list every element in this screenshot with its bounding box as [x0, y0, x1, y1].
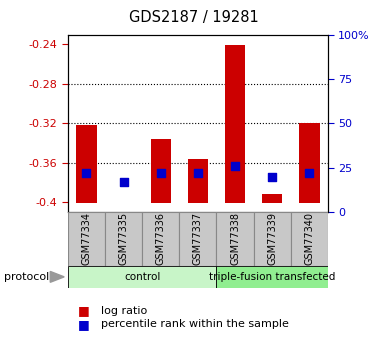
- Text: GSM77339: GSM77339: [267, 213, 277, 265]
- Text: triple-fusion transfected: triple-fusion transfected: [209, 272, 335, 282]
- Text: GSM77340: GSM77340: [304, 213, 314, 265]
- Text: GSM77337: GSM77337: [193, 213, 203, 265]
- Bar: [142, 212, 179, 266]
- Polygon shape: [50, 272, 64, 282]
- Bar: [68, 266, 217, 288]
- Text: GSM77338: GSM77338: [230, 213, 240, 265]
- Text: GSM77334: GSM77334: [81, 213, 92, 265]
- Text: log ratio: log ratio: [101, 306, 147, 315]
- Text: control: control: [124, 272, 160, 282]
- Point: [83, 170, 90, 176]
- Point: [232, 163, 238, 169]
- Bar: [105, 212, 142, 266]
- Bar: [188, 159, 208, 203]
- Bar: [217, 266, 328, 288]
- Bar: [291, 212, 328, 266]
- Bar: [225, 45, 245, 203]
- Text: ■: ■: [78, 304, 89, 317]
- Point: [195, 170, 201, 176]
- Bar: [254, 212, 291, 266]
- Bar: [76, 125, 97, 203]
- Bar: [217, 212, 254, 266]
- Bar: [68, 212, 105, 266]
- Point: [306, 170, 312, 176]
- Bar: [151, 139, 171, 203]
- Text: percentile rank within the sample: percentile rank within the sample: [101, 319, 289, 329]
- Point: [158, 170, 164, 176]
- Text: GSM77336: GSM77336: [156, 213, 166, 265]
- Point: [121, 179, 127, 185]
- Text: GSM77335: GSM77335: [119, 213, 128, 265]
- Text: GDS2187 / 19281: GDS2187 / 19281: [129, 10, 259, 25]
- Bar: [179, 212, 217, 266]
- Text: ■: ■: [78, 318, 89, 331]
- Bar: [299, 124, 319, 203]
- Point: [269, 174, 275, 179]
- Bar: [262, 195, 282, 203]
- Text: protocol: protocol: [4, 272, 49, 282]
